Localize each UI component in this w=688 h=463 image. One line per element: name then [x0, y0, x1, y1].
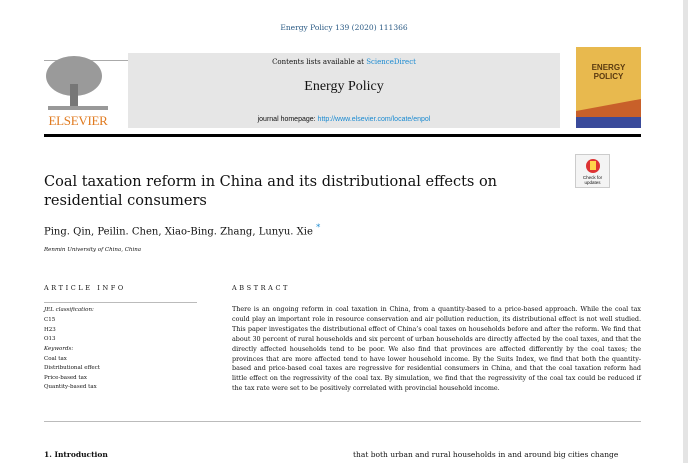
affiliation: Renmin University of China, China — [44, 247, 142, 253]
tree-icon — [46, 56, 108, 110]
sciencedirect-link[interactable]: ScienceDirect — [366, 58, 416, 66]
author-list: Ping. Qin, Peilin. Chen, Xiao-Bing. Zhan… — [44, 222, 320, 237]
scrollbar[interactable] — [683, 0, 688, 463]
authors[interactable]: Ping. Qin, Peilin. Chen, Xiao-Bing. Zhan… — [44, 226, 313, 238]
abstract-heading: ABSTRACT — [232, 284, 290, 292]
jel-code: H23 — [44, 326, 56, 333]
bookmark-icon — [585, 159, 600, 173]
corresponding-author-mark[interactable]: * — [316, 222, 321, 232]
article-info: JEL classification: C15 H23 O13 Keywords… — [44, 306, 100, 393]
divider — [44, 421, 641, 422]
citation[interactable]: Energy Policy 139 (2020) 111366 — [280, 23, 408, 32]
header-rule — [44, 134, 641, 137]
jel-code: O13 — [44, 336, 56, 343]
journal-name: Energy Policy — [304, 79, 384, 94]
body-text: that both urban and rural households in … — [353, 450, 619, 459]
article-info-heading: ARTICLE INFO — [44, 284, 126, 292]
keyword: Quantity-based tax — [44, 384, 97, 391]
jel-label: JEL classification: — [44, 307, 94, 313]
keyword: Coal tax — [44, 355, 67, 362]
cover-title: ENERGY POLICY — [591, 63, 626, 81]
section-heading: 1. Introduction — [44, 450, 108, 459]
cover-graphic — [576, 99, 641, 128]
check-for-updates-button[interactable]: Check for updates — [575, 154, 610, 188]
divider — [44, 302, 197, 303]
keyword: Price-based tax — [44, 374, 88, 381]
article-title: Coal taxation reform in China and its di… — [44, 174, 498, 209]
check-updates-label: Check for updates — [582, 175, 603, 185]
abstract-text: There is an ongoing reform in coal taxat… — [232, 305, 641, 393]
publisher-name: ELSEVIER — [48, 113, 108, 128]
homepage-link[interactable]: http://www.elsevier.com/locate/enpol — [317, 116, 431, 123]
contents-text: Contents lists available at — [272, 58, 367, 66]
elsevier-logo[interactable]: ELSEVIER — [44, 54, 112, 129]
jel-code: C15 — [44, 316, 56, 323]
journal-header: Contents lists available at ScienceDirec… — [128, 53, 560, 128]
journal-cover[interactable]: ENERGY POLICY — [576, 47, 641, 128]
keyword: Distributional effect — [44, 365, 100, 372]
homepage-label: journal homepage: — [257, 116, 318, 123]
keywords-label: Keywords: — [44, 346, 74, 353]
